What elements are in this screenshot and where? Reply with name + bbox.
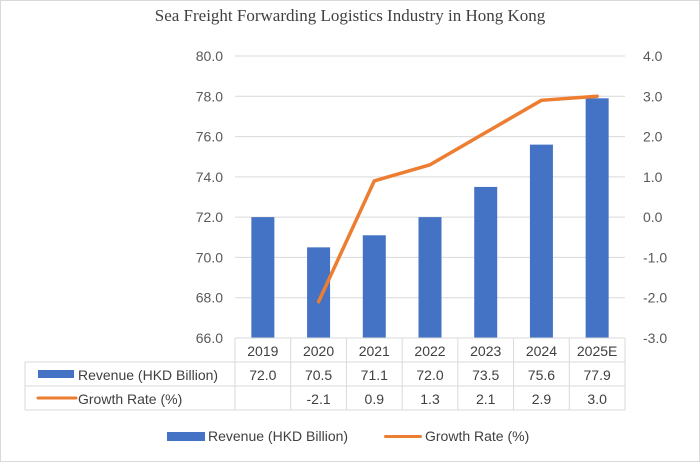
table-header-cell: 2025E	[577, 343, 617, 359]
table-cell-revenue: 77.9	[584, 367, 611, 383]
table-cell-revenue: 70.5	[305, 367, 332, 383]
table-swatch-revenue	[38, 370, 74, 378]
bar-2024	[529, 144, 553, 338]
right-axis-tick: 2.0	[643, 129, 663, 145]
right-axis-tick: -2.0	[643, 290, 667, 306]
table-cell-growth: -2.1	[307, 391, 331, 407]
right-axis-tick: 1.0	[643, 169, 663, 185]
right-axis-tick: 0.0	[643, 209, 663, 225]
table-cell-revenue: 71.1	[361, 367, 388, 383]
left-axis-tick: 76.0	[196, 129, 223, 145]
table-cell-growth: 1.3	[420, 391, 440, 407]
table-header-cell: 2021	[359, 343, 390, 359]
bar-2019	[251, 217, 275, 338]
table-header-cell: 2022	[414, 343, 445, 359]
left-axis-tick: 70.0	[196, 249, 223, 265]
table-row-label-growth: Growth Rate (%)	[78, 391, 182, 407]
legend-label-growth: Growth Rate (%)	[425, 428, 530, 444]
bar-2020	[307, 247, 331, 338]
table-header-cell: 2024	[526, 343, 557, 359]
right-axis-tick: 3.0	[643, 88, 663, 104]
left-axis-tick: 80.0	[196, 48, 223, 64]
left-axis-tick: 74.0	[196, 169, 223, 185]
table-header-cell: 2023	[470, 343, 501, 359]
bar-2021	[362, 235, 386, 338]
legend-swatch-growth	[384, 434, 422, 438]
table-cell-growth: 2.1	[476, 391, 496, 407]
table-cell-growth: 2.9	[532, 391, 552, 407]
table-cell-growth: 3.0	[587, 391, 607, 407]
left-axis-tick: 78.0	[196, 88, 223, 104]
legend-swatch-revenue	[167, 431, 205, 441]
table-cell-revenue: 73.5	[472, 367, 499, 383]
growth-rate-line	[316, 94, 599, 304]
right-axis-tick: -3.0	[643, 330, 667, 346]
legend-item-revenue: Revenue (HKD Billion)	[167, 428, 348, 444]
table-header-cell: 2020	[303, 343, 334, 359]
table-cell-revenue: 72.0	[416, 367, 443, 383]
bar-2023	[474, 186, 498, 338]
bar-2022	[418, 217, 442, 338]
right-axis-tick: -1.0	[643, 249, 667, 265]
table-cell-revenue: 72.0	[249, 367, 276, 383]
left-axis-tick: 72.0	[196, 209, 223, 225]
right-axis-tick: 4.0	[643, 48, 663, 64]
bar-2025E	[585, 98, 609, 338]
table-cell-growth: 0.9	[365, 391, 385, 407]
left-axis-tick: 68.0	[196, 290, 223, 306]
legend-item-growth: Growth Rate (%)	[384, 428, 529, 444]
legend-label-revenue: Revenue (HKD Billion)	[208, 428, 349, 444]
chart-title: Sea Freight Forwarding Logistics Industr…	[154, 6, 546, 25]
table-row-label-revenue: Revenue (HKD Billion)	[78, 367, 218, 383]
left-axis-tick: 66.0	[196, 330, 223, 346]
table-header-cell: 2019	[247, 343, 278, 359]
table-cell-revenue: 75.6	[528, 367, 555, 383]
